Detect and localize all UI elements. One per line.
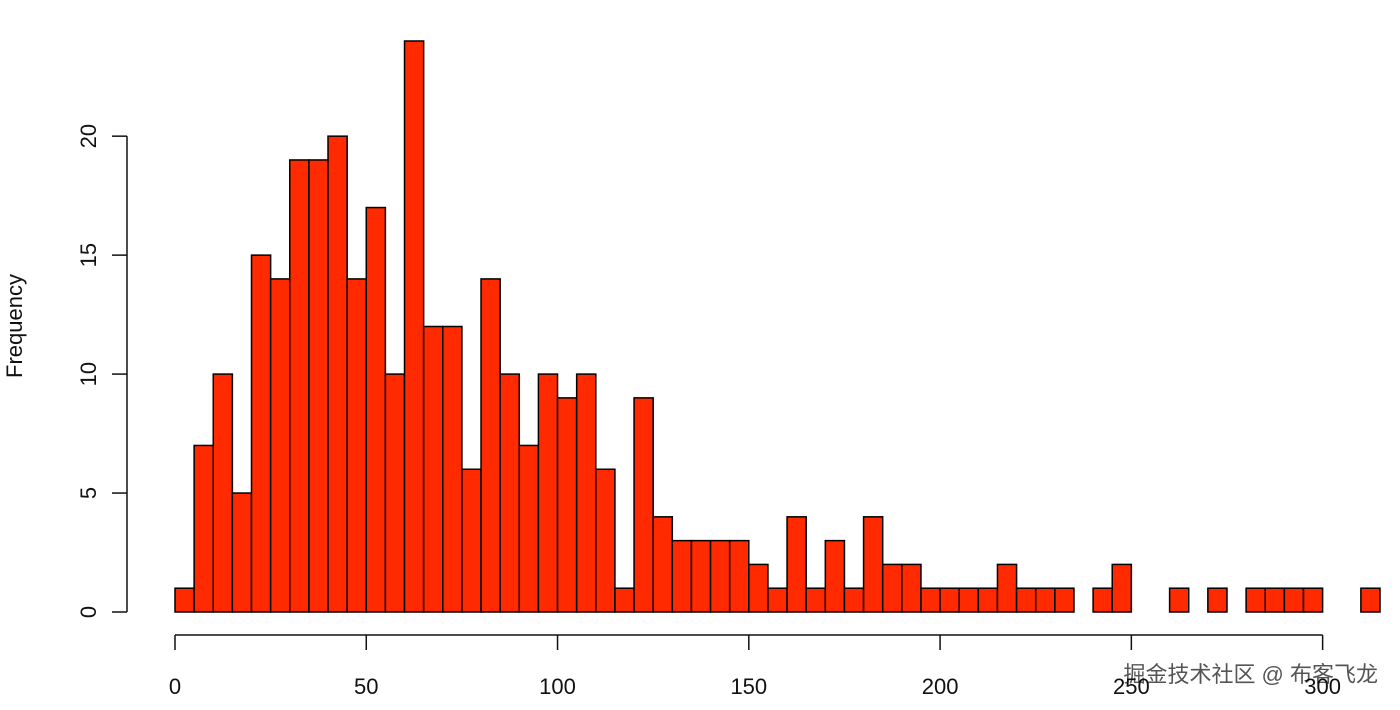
x-tick-label: 50 [354,674,378,699]
x-tick-label: 250 [1113,674,1150,699]
bar [901,563,922,613]
bar [1034,587,1056,613]
y-tick-label: 5 [76,487,101,499]
bar [862,516,884,613]
bar [556,397,578,613]
x-tick-label: 150 [730,674,767,699]
bar [1283,587,1305,613]
bar [384,373,406,613]
bar [709,539,731,613]
x-tick-label: 300 [1304,674,1341,699]
bar [1111,563,1133,613]
bar [595,468,616,613]
x-tick-label: 0 [169,674,181,699]
bar [422,325,444,613]
bar [461,468,482,613]
bar [843,587,865,613]
bar [671,539,693,613]
bar [518,444,540,613]
bar [289,159,310,613]
bar [786,516,807,613]
y-tick-label: 0 [76,606,101,618]
bar [1264,587,1286,613]
bar [346,278,368,613]
bar [996,563,1018,613]
bar [690,539,712,613]
bar [977,587,999,613]
bar [250,254,272,613]
y-tick-label: 20 [76,124,101,148]
y-tick-label: 10 [76,362,101,386]
x-tick-label: 100 [539,674,576,699]
bar [767,587,788,613]
bar [633,397,654,613]
bar [881,563,903,613]
y-tick-label: 15 [76,243,101,267]
bar [652,516,674,613]
bar [920,587,941,613]
bar [805,587,827,613]
bar [939,587,960,613]
watermark: 掘金技术社区 @ 布客飞龙 [1123,662,1378,687]
bar [748,563,769,613]
bar [1245,587,1266,613]
bar [212,373,234,613]
bar [1302,587,1324,613]
bar [327,135,348,613]
bar [614,587,635,613]
x-tick-label: 200 [922,674,959,699]
bar [365,206,387,613]
bar [499,373,521,613]
bar [1207,587,1228,613]
bar [1054,587,1075,613]
bar [1092,587,1113,613]
bar [728,539,750,613]
bar [231,492,253,613]
bar [269,278,291,613]
bar [1360,587,1381,613]
bar [958,587,980,613]
bar [575,373,597,613]
bar [1168,587,1190,613]
bar [193,444,215,613]
bar [442,325,463,613]
bar [308,159,329,613]
y-axis-label: Frequency [2,274,27,378]
bar [174,587,195,613]
bar [824,539,846,613]
bar [1015,587,1037,613]
bar [480,278,501,613]
bar [403,40,425,613]
bar [537,373,559,613]
